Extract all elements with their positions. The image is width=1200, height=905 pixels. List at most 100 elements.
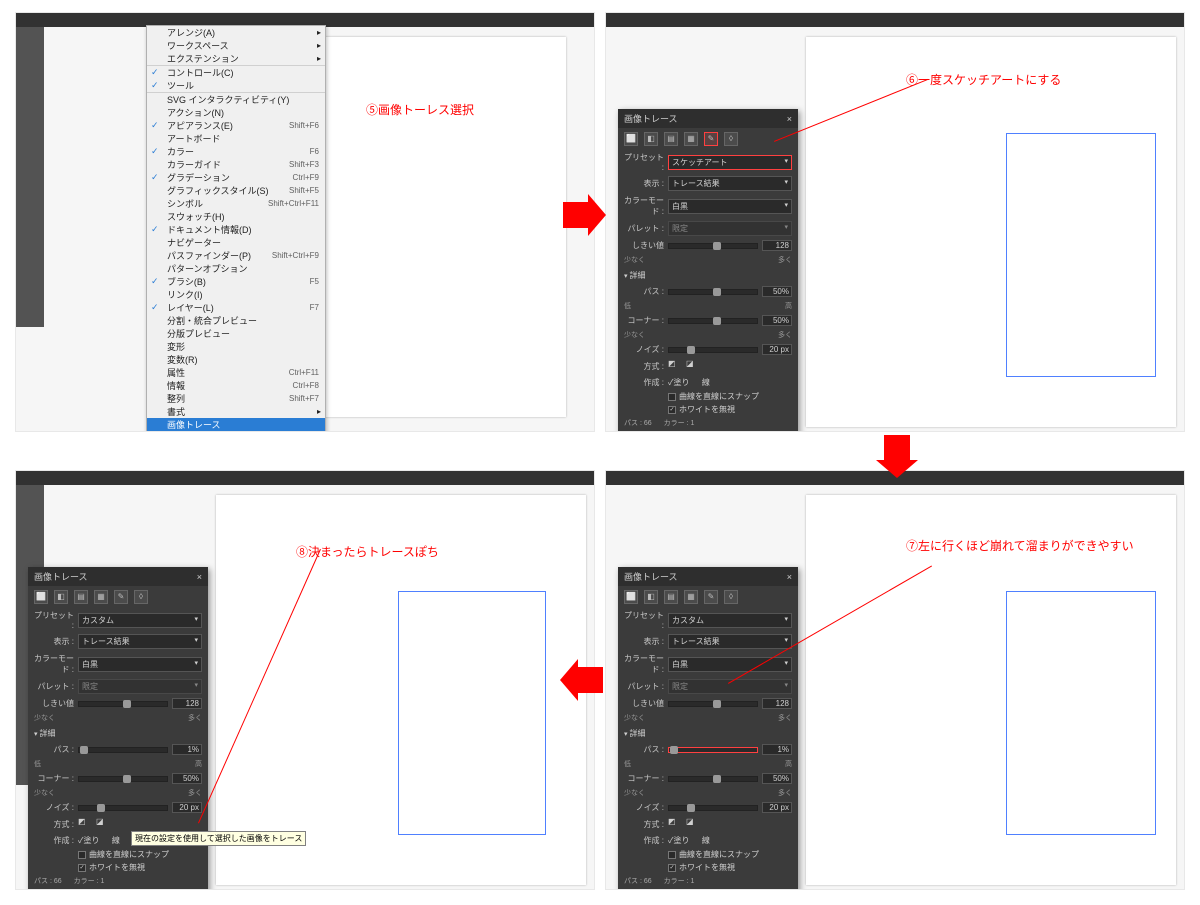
opt-snap[interactable]: 曲線を直線にスナップ [618,390,798,403]
threshold-value[interactable]: 128 [762,698,792,709]
paths-value[interactable]: 1% [172,744,202,755]
corners-value[interactable]: 50% [762,773,792,784]
paths-value[interactable]: 1% [762,744,792,755]
paths-slider[interactable] [668,289,758,295]
menu-item[interactable]: ✓ドキュメント情報(D) [147,223,325,236]
paths-slider[interactable] [668,747,758,753]
menu-item[interactable]: パターンオプション [147,262,325,275]
menu-item[interactable]: カラーガイドShift+F3 [147,158,325,171]
menu-item[interactable]: ✓カラーF6 [147,145,325,158]
view-dropdown[interactable]: トレース結果 [78,634,202,649]
noise-slider[interactable] [668,347,758,353]
menu-item[interactable]: 分版プレビュー [147,327,325,340]
noise-value[interactable]: 20 px [762,344,792,355]
preset-icon[interactable]: ◊ [134,590,148,604]
menu-item[interactable]: 属性Ctrl+F11 [147,366,325,379]
preset-icon[interactable]: ▤ [74,590,88,604]
menu-item[interactable]: ✓ブラシ(B)F5 [147,275,325,288]
menu-item[interactable]: パスファインダー(P)Shift+Ctrl+F9 [147,249,325,262]
noise-slider[interactable] [78,805,168,811]
preset-icon-row[interactable]: ⬜◧▤▦✎◊ [618,586,798,608]
paths-value[interactable]: 50% [762,286,792,297]
opt-ignore-white[interactable]: ✓ホワイトを無視 [618,861,798,874]
threshold-slider[interactable] [668,243,758,249]
detail-section[interactable]: 詳細 [28,725,208,742]
menu-item[interactable]: リンク(I) [147,288,325,301]
menu-item[interactable]: ✓レイヤー(L)F7 [147,301,325,314]
menu-item[interactable]: ✓コントロール(C) [147,66,325,79]
close-icon[interactable]: × [787,114,792,124]
create-stroke[interactable]: 線 [702,377,710,388]
preset-icon[interactable]: ◊ [724,590,738,604]
mode-dropdown[interactable]: 白黒 [668,199,792,214]
corners-slider[interactable] [78,776,168,782]
corners-value[interactable]: 50% [762,315,792,326]
menu-item[interactable]: 書式 [147,405,325,418]
noise-value[interactable]: 20 px [172,802,202,813]
menu-item[interactable]: 整列Shift+F7 [147,392,325,405]
create-stroke[interactable]: 線 [702,835,710,846]
menu-item[interactable]: スウォッチ(H) [147,210,325,223]
view-dropdown[interactable]: トレース結果 [668,176,792,191]
create-fill[interactable]: ✓塗り [668,377,689,388]
threshold-slider[interactable] [668,701,758,707]
preset-icon[interactable]: ◧ [644,132,658,146]
preset-icon[interactable]: ▦ [684,132,698,146]
preset-icon[interactable]: ▦ [684,590,698,604]
menu-item[interactable]: SVG インタラクティビティ(Y) [147,93,325,106]
threshold-value[interactable]: 128 [172,698,202,709]
create-fill[interactable]: ✓塗り [668,835,689,846]
panel-title[interactable]: 画像トレース× [28,567,208,586]
method-abutting[interactable]: ◩ [78,817,92,831]
opt-ignore-white[interactable]: ✓ホワイトを無視 [618,403,798,416]
method-abutting[interactable]: ◩ [668,817,682,831]
menu-item[interactable]: 変形 [147,340,325,353]
menu-item[interactable]: 変数(R) [147,353,325,366]
tool-strip[interactable] [16,27,44,327]
mode-dropdown[interactable]: 白黒 [668,657,792,672]
preset-icon-sketch[interactable]: ✎ [114,590,128,604]
panel-title[interactable]: 画像トレース× [618,567,798,586]
preset-icon-sketch[interactable]: ✎ [704,132,718,146]
preset-icon[interactable]: ◊ [724,132,738,146]
menu-item[interactable]: アクション(N) [147,106,325,119]
preset-icon[interactable]: ▤ [664,590,678,604]
preset-icon[interactable]: ◧ [54,590,68,604]
preset-icon-row[interactable]: ⬜ ◧ ▤ ▦ ✎ ◊ [618,128,798,150]
detail-section[interactable]: 詳細 [618,725,798,742]
preset-icon[interactable]: ▤ [664,132,678,146]
preset-dropdown[interactable]: スケッチアート [668,155,792,170]
panel-title[interactable]: 画像トレース× [618,109,798,128]
menu-item[interactable]: ワークスペース [147,39,325,52]
method-overlap[interactable]: ◪ [96,817,110,831]
close-icon[interactable]: × [787,572,792,582]
preset-icon[interactable]: ⬜ [624,132,638,146]
method-overlap[interactable]: ◪ [686,817,700,831]
noise-value[interactable]: 20 px [762,802,792,813]
noise-slider[interactable] [668,805,758,811]
menu-item[interactable]: アレンジ(A) [147,26,325,39]
paths-slider[interactable] [78,747,168,753]
opt-ignore-white[interactable]: ✓ホワイトを無視 [28,861,208,874]
menu-item[interactable]: 分割・統合プレビュー [147,314,325,327]
opt-snap[interactable]: 曲線を直線にスナップ [618,848,798,861]
menu-item[interactable]: ✓アピアランス(E)Shift+F6 [147,119,325,132]
menu-item[interactable]: グラフィックスタイル(S)Shift+F5 [147,184,325,197]
mode-dropdown[interactable]: 白黒 [78,657,202,672]
preset-dropdown[interactable]: カスタム [668,613,792,628]
method-abutting[interactable]: ◩ [668,359,682,373]
menu-item[interactable]: シンボルShift+Ctrl+F11 [147,197,325,210]
menu-item[interactable]: ✓グラデーションCtrl+F9 [147,171,325,184]
create-fill[interactable]: ✓塗り [78,835,99,846]
preset-icon-row[interactable]: ⬜◧▤▦✎◊ [28,586,208,608]
preset-dropdown[interactable]: カスタム [78,613,202,628]
menu-item[interactable]: アートボード [147,132,325,145]
threshold-value[interactable]: 128 [762,240,792,251]
menu-item[interactable]: 線(K)Ctrl+F10 [147,431,325,432]
view-dropdown[interactable]: トレース結果 [668,634,792,649]
menu-item[interactable]: ナビゲーター [147,236,325,249]
menu-item[interactable]: 画像トレース [147,418,325,431]
menu-item[interactable]: ✓ツール [147,79,325,92]
menu-item[interactable]: エクステンション [147,52,325,65]
corners-slider[interactable] [668,776,758,782]
